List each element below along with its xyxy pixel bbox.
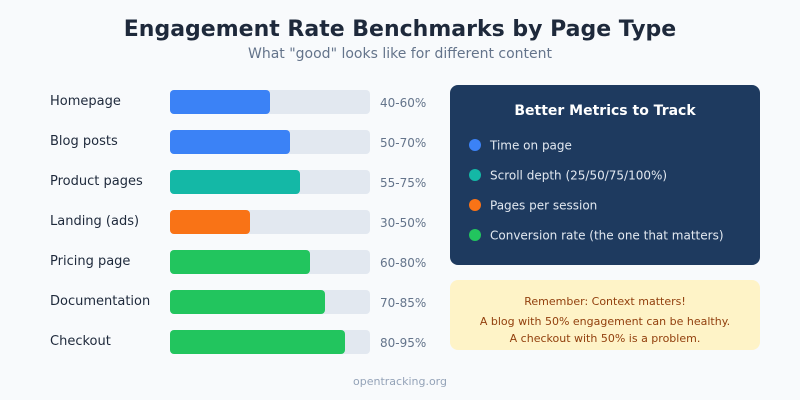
bullet-dot-icon <box>469 169 481 181</box>
note-line-2: A checkout with 50% is a problem. <box>510 332 701 345</box>
metric-label: Time on page <box>489 139 572 153</box>
bullet-dot-icon <box>469 199 481 211</box>
metric-item: Pages per session <box>469 199 597 213</box>
category-label: Landing (ads) <box>50 214 139 229</box>
range-label: 50-70% <box>380 136 426 150</box>
range-label: 80-95% <box>380 336 426 350</box>
category-label: Pricing page <box>50 254 130 269</box>
metric-item: Time on page <box>469 139 572 153</box>
chart-subtitle: What "good" looks like for different con… <box>248 46 553 62</box>
bar <box>170 330 345 354</box>
bar-chart: Homepage 40-60% Blog posts 50-70% Product pa… <box>50 90 426 354</box>
metrics-list: Time on page Scroll depth (25/50/75/100%)… <box>469 139 724 243</box>
metrics-panel-title: Better Metrics to Track <box>514 103 696 119</box>
bar <box>170 250 310 274</box>
range-label: 60-80% <box>380 256 426 270</box>
bullet-dot-icon <box>469 229 481 241</box>
footer-source: opentracking.org <box>353 375 447 388</box>
note-line-1: A blog with 50% engagement can be health… <box>480 315 730 328</box>
bar <box>170 170 300 194</box>
metric-item: Conversion rate (the one that matters) <box>469 229 724 243</box>
metrics-panel <box>450 85 760 265</box>
metric-item: Scroll depth (25/50/75/100%) <box>469 169 667 183</box>
category-label: Product pages <box>50 174 143 189</box>
category-label: Checkout <box>50 334 111 349</box>
chart-title: Engagement Rate Benchmarks by Page Type <box>124 17 676 42</box>
bar <box>170 130 290 154</box>
metric-label: Pages per session <box>490 199 597 213</box>
bar-row: Checkout 80-95% <box>50 330 426 354</box>
category-label: Blog posts <box>50 134 118 149</box>
bullet-dot-icon <box>469 139 481 151</box>
bar-row: Product pages 55-75% <box>50 170 426 194</box>
range-label: 55-75% <box>380 176 426 190</box>
category-label: Homepage <box>50 94 121 109</box>
bar-row: Pricing page 60-80% <box>50 250 426 274</box>
context-note <box>450 280 760 350</box>
bar-row: Documentation 70-85% <box>50 290 426 314</box>
note-heading: Remember: Context matters! <box>524 295 686 308</box>
bar-row: Blog posts 50-70% <box>50 130 426 154</box>
bar <box>170 290 325 314</box>
metric-label: Scroll depth (25/50/75/100%) <box>490 169 667 183</box>
bar <box>170 210 250 234</box>
range-label: 70-85% <box>380 296 426 310</box>
category-label: Documentation <box>50 294 150 309</box>
range-label: 40-60% <box>380 96 426 110</box>
metric-label: Conversion rate (the one that matters) <box>490 229 724 243</box>
bar <box>170 90 270 114</box>
bar-row: Landing (ads) 30-50% <box>50 210 426 234</box>
bar-row: Homepage 40-60% <box>50 90 426 114</box>
range-label: 30-50% <box>380 216 426 230</box>
